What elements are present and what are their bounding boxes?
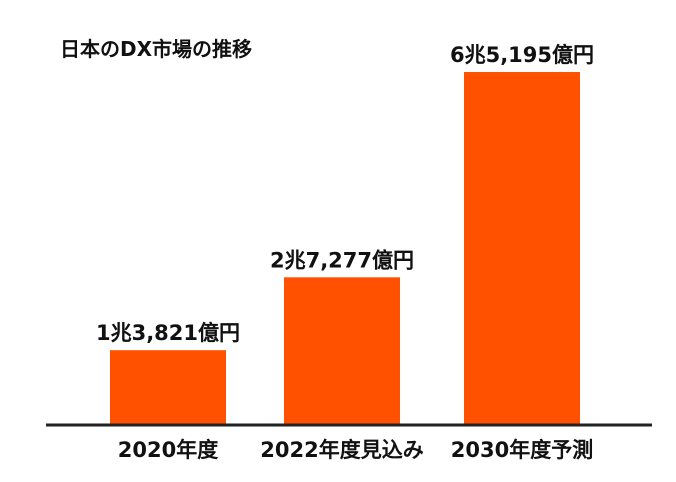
x-tick-label-3: 2030年度予測 bbox=[451, 438, 593, 462]
x-tick-label-1: 2020年度 bbox=[118, 438, 218, 462]
value-label-2: 2兆7,277億円 bbox=[270, 248, 414, 272]
value-label-3: 6兆5,195億円 bbox=[450, 43, 594, 67]
bars-group bbox=[110, 72, 580, 426]
bar-2 bbox=[284, 277, 400, 425]
bar-1 bbox=[110, 350, 226, 425]
value-label-1: 1兆3,821億円 bbox=[96, 321, 240, 345]
x-tick-label-2: 2022年度見込み bbox=[260, 438, 423, 462]
x-tick-labels-group: 2020年度 2022年度見込み 2030年度予測 bbox=[118, 438, 593, 462]
value-labels-group: 1兆3,821億円 2兆7,277億円 6兆5,195億円 bbox=[96, 43, 594, 345]
bar-3 bbox=[464, 72, 580, 426]
chart-title: 日本のDX市場の推移 bbox=[60, 37, 252, 61]
